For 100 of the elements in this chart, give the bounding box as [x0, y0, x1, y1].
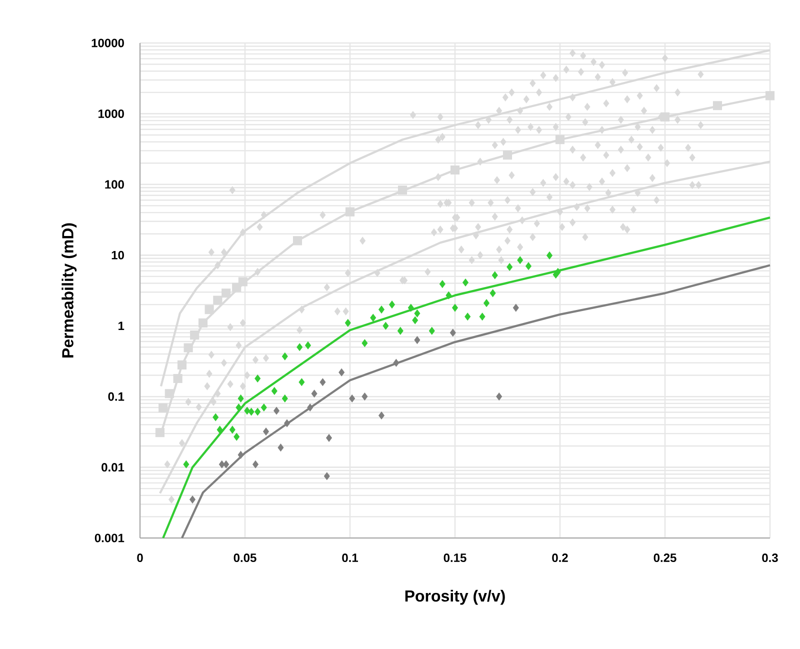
point	[414, 336, 420, 344]
point	[229, 426, 236, 434]
point	[177, 360, 187, 370]
point	[238, 277, 248, 286]
point	[378, 306, 384, 314]
point	[462, 278, 468, 286]
point	[555, 135, 565, 144]
x-tick-label: 0.2	[552, 554, 568, 562]
point	[223, 460, 230, 468]
point	[492, 271, 498, 280]
point	[517, 256, 524, 264]
y-tick-label: 10000	[92, 38, 124, 48]
point	[484, 299, 490, 307]
point	[450, 328, 456, 337]
point	[450, 165, 460, 175]
point	[412, 316, 418, 324]
line-series	[158, 160, 772, 494]
point	[238, 450, 244, 459]
point	[263, 428, 269, 436]
point	[305, 341, 311, 350]
point	[345, 207, 355, 216]
point	[506, 263, 513, 271]
point	[296, 343, 303, 352]
point	[452, 304, 458, 312]
x-tick-label: 0	[137, 554, 143, 562]
y-tick-label: 1000	[98, 109, 124, 118]
point	[712, 101, 722, 110]
point	[307, 404, 314, 412]
point	[190, 496, 196, 504]
point	[397, 326, 404, 335]
y-tick-label: 100	[105, 180, 124, 189]
y-tick-label: 1	[118, 322, 124, 330]
point	[338, 368, 345, 376]
point	[292, 236, 302, 246]
point	[349, 394, 356, 402]
point	[198, 318, 208, 328]
point	[238, 394, 244, 402]
point	[464, 312, 471, 320]
point	[362, 339, 368, 347]
point	[278, 444, 284, 452]
point	[155, 428, 164, 438]
y-tick-label: 0.001	[94, 534, 124, 542]
point	[216, 426, 223, 434]
point	[254, 408, 261, 416]
point	[218, 460, 225, 468]
point	[222, 288, 231, 298]
point	[479, 312, 486, 320]
x-tick-label: 0.25	[654, 554, 676, 562]
point	[765, 91, 775, 100]
point	[190, 330, 200, 340]
point	[252, 460, 258, 468]
point	[398, 186, 408, 195]
x-tick-label: 0.1	[342, 554, 358, 562]
point	[512, 304, 519, 312]
point	[244, 406, 250, 415]
y-axis-title: Permeability (mD)	[62, 223, 77, 358]
point	[439, 280, 446, 288]
point	[382, 322, 389, 330]
y-tick-label: 0.01	[102, 463, 124, 472]
point	[254, 374, 261, 382]
point	[274, 406, 280, 415]
point	[248, 408, 254, 416]
point	[502, 150, 512, 160]
point	[320, 378, 326, 386]
line-series	[180, 264, 772, 540]
point	[234, 432, 240, 441]
point	[378, 412, 384, 420]
point	[271, 387, 278, 395]
point	[660, 112, 670, 122]
point	[236, 404, 242, 412]
point	[326, 434, 332, 442]
x-tick-label: 0.05	[234, 554, 256, 562]
y-tick-label: 0.1	[108, 392, 124, 401]
point	[446, 291, 452, 300]
point	[164, 389, 174, 398]
point	[389, 300, 395, 308]
point	[183, 460, 190, 468]
y-tick-label: 10	[112, 250, 124, 260]
point	[311, 390, 318, 398]
point	[490, 289, 496, 298]
point	[282, 352, 288, 360]
x-tick-label: 0.3	[762, 554, 778, 562]
point	[298, 378, 305, 386]
point	[393, 358, 400, 367]
point	[282, 394, 288, 402]
point	[324, 472, 330, 480]
point	[284, 419, 290, 428]
point	[204, 305, 214, 314]
point	[213, 296, 222, 305]
point	[362, 392, 368, 400]
point	[526, 262, 532, 270]
point	[546, 252, 552, 260]
point	[173, 374, 182, 384]
point	[184, 343, 193, 352]
point	[408, 304, 414, 312]
point	[260, 404, 267, 412]
x-tick-label: 0.15	[444, 554, 466, 562]
line-series	[160, 49, 772, 388]
line-series	[162, 216, 772, 540]
point	[414, 310, 420, 318]
